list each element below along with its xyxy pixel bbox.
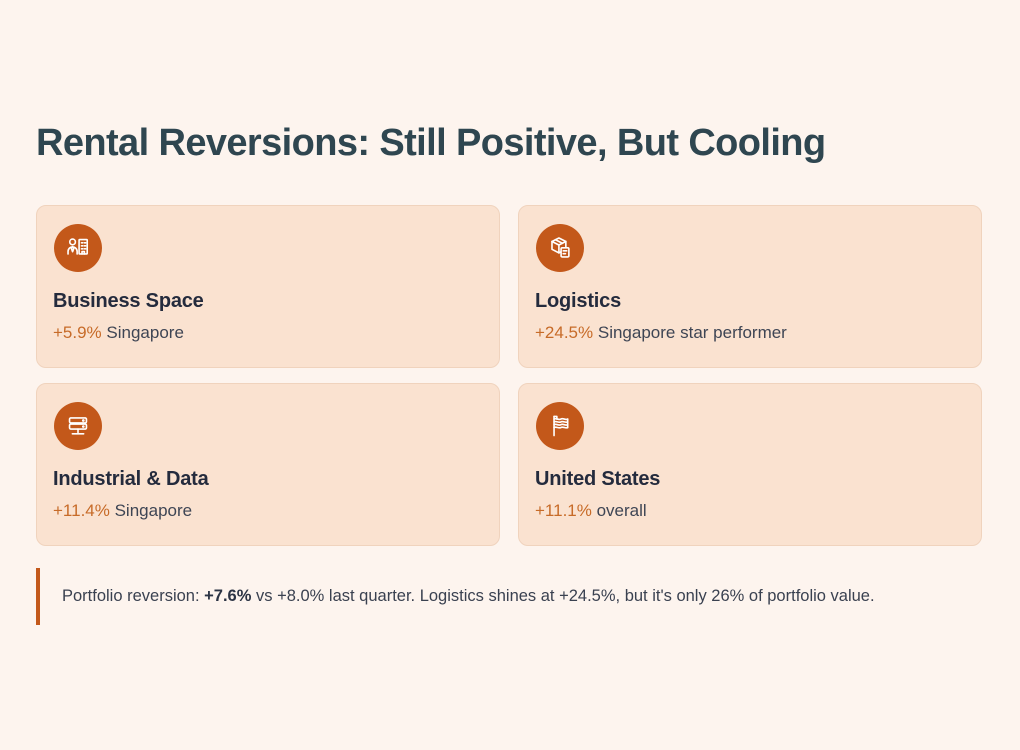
slide: Rental Reversions: Still Positive, But C… bbox=[0, 121, 1020, 750]
card-label: Singapore bbox=[101, 322, 184, 342]
stat-card-logistics: Logistics +24.5% Singapore star performe… bbox=[518, 204, 982, 368]
card-subtitle: +11.1% overall bbox=[535, 501, 965, 521]
flag-icon bbox=[536, 401, 584, 450]
footnote-prefix: Portfolio reversion: bbox=[62, 586, 205, 605]
card-label: overall bbox=[591, 500, 647, 520]
stat-card-united-states: United States +11.1% overall bbox=[518, 382, 982, 546]
portfolio-footnote: Portfolio reversion: +7.6% vs +8.0% last… bbox=[36, 567, 982, 625]
page-title: Rental Reversions: Still Positive, But C… bbox=[36, 122, 826, 164]
card-subtitle: +5.9% Singapore bbox=[53, 323, 483, 343]
card-value: +11.1% bbox=[535, 500, 592, 520]
stat-card-business-space: Business Space +5.9% Singapore bbox=[36, 204, 500, 368]
card-value: +24.5% bbox=[535, 322, 594, 342]
business-person-building-icon bbox=[54, 223, 102, 272]
card-subtitle: +11.4% Singapore bbox=[53, 501, 483, 521]
card-value: +5.9% bbox=[53, 322, 102, 342]
package-label-icon bbox=[536, 223, 584, 272]
footnote-rest: vs +8.0% last quarter. Logistics shines … bbox=[251, 586, 875, 605]
card-value: +11.4% bbox=[53, 500, 110, 520]
card-title: Logistics bbox=[535, 289, 621, 312]
card-title: Business Space bbox=[53, 289, 204, 312]
footnote-highlight: +7.6% bbox=[204, 586, 252, 605]
card-label: Singapore star performer bbox=[593, 322, 787, 342]
card-title: United States bbox=[535, 467, 661, 490]
stat-card-industrial-data: Industrial & Data +11.4% Singapore bbox=[36, 382, 500, 546]
card-title: Industrial & Data bbox=[53, 467, 209, 490]
stat-cards-grid: Business Space +5.9% Singapore Logistics… bbox=[36, 204, 982, 546]
card-label: Singapore bbox=[109, 500, 193, 520]
card-subtitle: +24.5% Singapore star performer bbox=[535, 323, 965, 343]
server-rack-icon bbox=[54, 401, 102, 450]
